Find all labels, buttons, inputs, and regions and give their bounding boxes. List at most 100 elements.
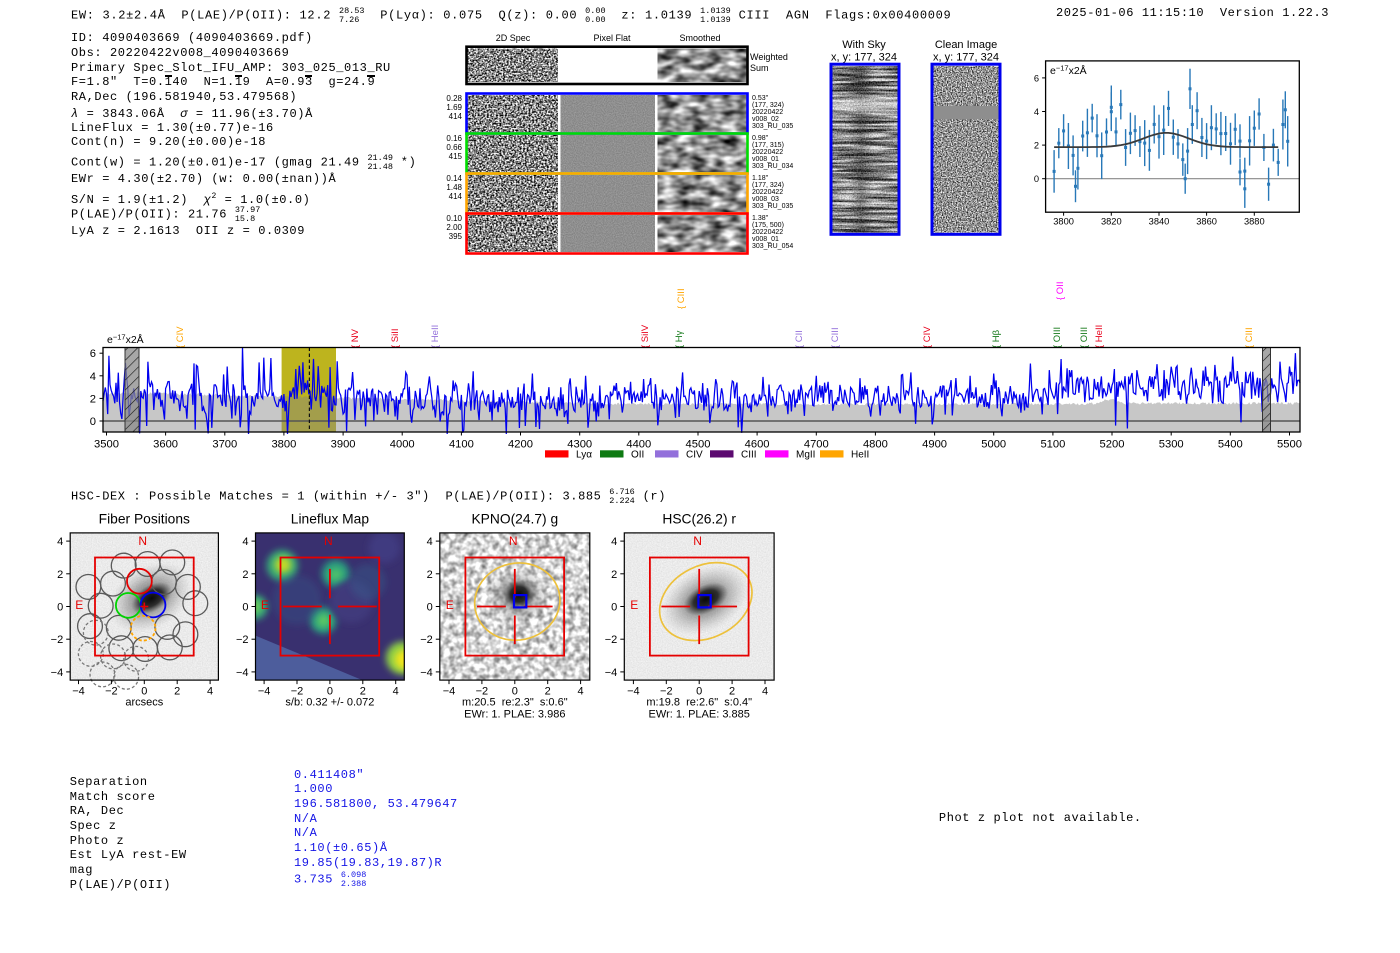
svg-text:2: 2 <box>545 686 551 698</box>
svg-text:−4: −4 <box>443 686 456 698</box>
svg-text:e−17x2Å: e−17x2Å <box>107 333 144 347</box>
svg-text:2: 2 <box>611 569 617 581</box>
svg-text:20220422: 20220422 <box>752 109 783 116</box>
svg-text:4: 4 <box>242 536 248 548</box>
svg-text:v008_01: v008_01 <box>752 156 779 163</box>
svg-text:4900: 4900 <box>922 439 947 451</box>
svg-text:Lyα: Lyα <box>576 449 592 460</box>
svg-text:arcsecs: arcsecs <box>125 697 163 709</box>
svg-text:N: N <box>693 534 702 548</box>
svg-text:4500: 4500 <box>686 439 711 451</box>
svg-text:{ OII: { OII <box>1055 282 1066 300</box>
svg-text:{ CIV: { CIV <box>175 326 186 348</box>
svg-text:m:20.5 re:2.3" s:0.6": m:20.5 re:2.3" s:0.6" <box>462 697 568 709</box>
svg-text:N: N <box>324 534 333 548</box>
svg-text:CIII: CIII <box>741 449 757 460</box>
svg-text:2: 2 <box>57 569 63 581</box>
svg-text:{ CIV: { CIV <box>922 326 933 348</box>
svg-text:0: 0 <box>427 602 433 614</box>
svg-text:3900: 3900 <box>331 439 356 451</box>
svg-text:−2: −2 <box>660 686 673 698</box>
svg-text:−4: −4 <box>627 686 640 698</box>
svg-text:{ SiII: { SiII <box>390 328 401 348</box>
svg-text:(177, 315): (177, 315) <box>752 142 784 149</box>
svg-text:0.14: 0.14 <box>446 174 462 183</box>
svg-text:−2: −2 <box>476 686 489 698</box>
svg-text:5400: 5400 <box>1218 439 1243 451</box>
svg-text:4: 4 <box>393 686 399 698</box>
svg-text:v008_02: v008_02 <box>752 116 779 123</box>
svg-text:0.98": 0.98" <box>752 135 769 142</box>
svg-text:{ SiIV: { SiIV <box>640 324 651 348</box>
svg-text:4200: 4200 <box>508 439 533 451</box>
svg-text:4800: 4800 <box>863 439 888 451</box>
svg-text:4100: 4100 <box>449 439 474 451</box>
svg-text:{ OIII: { OIII <box>1052 327 1063 348</box>
svg-text:(175, 500): (175, 500) <box>752 222 784 229</box>
svg-text:4600: 4600 <box>745 439 770 451</box>
svg-text:0.66: 0.66 <box>446 143 462 152</box>
svg-text:4: 4 <box>762 686 768 698</box>
svg-text:0: 0 <box>611 602 617 614</box>
svg-text:HSC(26.2) r: HSC(26.2) r <box>662 512 736 527</box>
svg-text:1.18": 1.18" <box>752 175 769 182</box>
svg-text:(177, 324): (177, 324) <box>752 102 784 109</box>
svg-text:{ CIII: { CIII <box>1244 327 1255 348</box>
svg-text:4: 4 <box>207 686 213 698</box>
svg-text:−4: −4 <box>258 686 271 698</box>
svg-text:2.00: 2.00 <box>446 223 462 232</box>
svg-text:{ Hγ: { Hγ <box>674 330 685 348</box>
svg-text:1.38": 1.38" <box>752 215 769 222</box>
svg-text:−2: −2 <box>420 634 433 646</box>
svg-text:{ HeII: { HeII <box>430 325 441 348</box>
svg-text:303_RU_035: 303_RU_035 <box>752 203 793 210</box>
svg-text:3880: 3880 <box>1244 217 1265 227</box>
svg-text:0.16: 0.16 <box>446 134 462 143</box>
svg-text:v008_03: v008_03 <box>752 196 779 203</box>
svg-text:N: N <box>509 534 518 548</box>
svg-text:E: E <box>446 598 454 612</box>
svg-text:20220422: 20220422 <box>752 229 783 236</box>
svg-text:With Sky: With Sky <box>842 39 886 51</box>
svg-text:Weighted: Weighted <box>750 52 788 62</box>
svg-text:Pixel Flat: Pixel Flat <box>593 33 631 43</box>
svg-text:2: 2 <box>729 686 735 698</box>
svg-text:Fiber Positions: Fiber Positions <box>99 512 190 527</box>
svg-text:−2: −2 <box>605 634 618 646</box>
svg-text:{ NV: { NV <box>350 328 361 348</box>
svg-text:5200: 5200 <box>1100 439 1125 451</box>
svg-text:0: 0 <box>327 686 333 698</box>
svg-text:0: 0 <box>141 686 147 698</box>
svg-text:{ HeII: { HeII <box>1094 325 1105 348</box>
svg-text:20220422: 20220422 <box>752 149 783 156</box>
svg-text:x, y: 177, 324: x, y: 177, 324 <box>831 52 897 64</box>
svg-text:3500: 3500 <box>94 439 119 451</box>
svg-text:E: E <box>261 598 269 612</box>
svg-text:N: N <box>138 534 147 548</box>
svg-text:414: 414 <box>449 112 463 121</box>
svg-text:{ CIII: { CIII <box>676 288 687 309</box>
svg-text:2: 2 <box>360 686 366 698</box>
svg-text:0: 0 <box>512 686 518 698</box>
svg-text:303_RU_034: 303_RU_034 <box>752 163 793 170</box>
svg-text:{ CII: { CII <box>794 330 805 348</box>
svg-text:x, y: 177, 324: x, y: 177, 324 <box>933 52 999 64</box>
svg-text:4400: 4400 <box>626 439 651 451</box>
svg-text:2: 2 <box>174 686 180 698</box>
svg-text:−4: −4 <box>51 667 64 679</box>
svg-text:3600: 3600 <box>153 439 178 451</box>
svg-text:1.48: 1.48 <box>446 183 462 192</box>
svg-text:3860: 3860 <box>1196 217 1217 227</box>
svg-text:E: E <box>75 598 83 612</box>
svg-text:4: 4 <box>578 686 584 698</box>
svg-text:−2: −2 <box>291 686 304 698</box>
svg-text:414: 414 <box>449 192 463 201</box>
svg-text:MgII: MgII <box>796 449 815 460</box>
svg-text:KPNO(24.7) g: KPNO(24.7) g <box>471 512 558 527</box>
svg-text:HeII: HeII <box>851 449 869 460</box>
svg-text:395: 395 <box>449 232 463 241</box>
svg-text:4000: 4000 <box>390 439 415 451</box>
svg-text:2: 2 <box>90 393 96 405</box>
svg-text:303_RU_054: 303_RU_054 <box>752 243 793 250</box>
svg-text:0: 0 <box>90 416 96 428</box>
